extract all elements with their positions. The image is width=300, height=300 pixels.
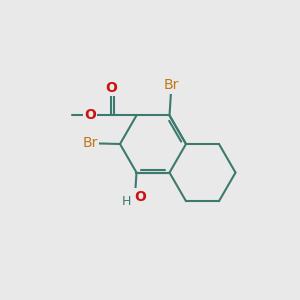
Text: O: O — [84, 108, 96, 122]
Text: O: O — [134, 190, 146, 204]
Text: Br: Br — [163, 78, 179, 92]
Text: O: O — [105, 81, 117, 95]
Text: H: H — [122, 195, 131, 208]
Text: Br: Br — [82, 136, 98, 150]
